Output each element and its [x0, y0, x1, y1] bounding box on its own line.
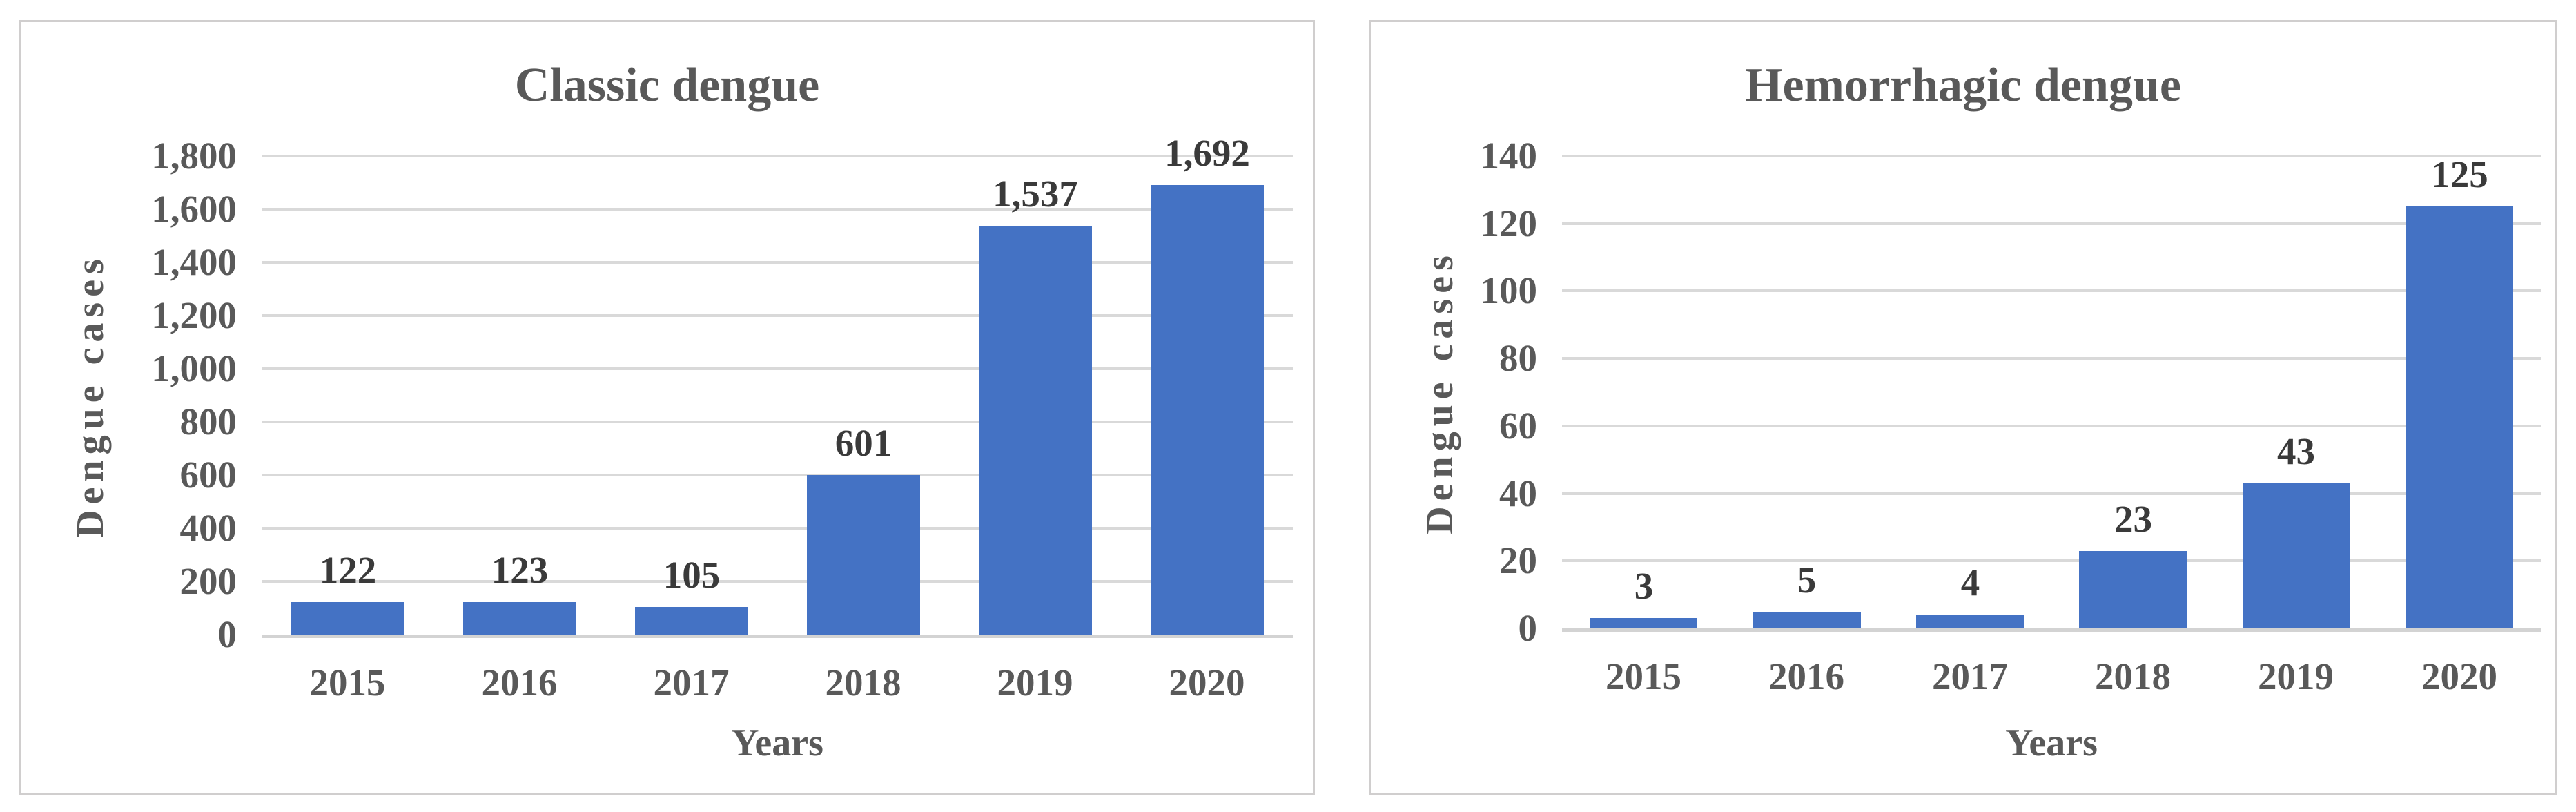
bar-2018: [2079, 551, 2187, 628]
x-tick-label: 2017: [653, 661, 730, 704]
x-tick-label: 2015: [1606, 655, 1681, 697]
bar-2020: [1151, 185, 1264, 635]
bar-2019: [979, 226, 1092, 635]
x-axis-line: [1562, 628, 2541, 632]
gridline: [1562, 155, 2541, 157]
x-tick-label: 2020: [1169, 661, 1245, 704]
x-axis-title: Years: [731, 722, 823, 764]
bar-value-label: 3: [1634, 565, 1654, 607]
chart-title: Classic dengue: [514, 59, 820, 112]
y-tick-label: 80: [1499, 337, 1537, 379]
x-tick-label: 2018: [825, 661, 901, 704]
x-tick-label: 2018: [2095, 655, 2171, 697]
x-tick-label: 2020: [2421, 655, 2497, 697]
bar-value-label: 5: [1797, 559, 1817, 601]
chart-title: Hemorrhagic dengue: [1745, 59, 2181, 112]
bar-value-label: 125: [2431, 153, 2488, 195]
x-tick-label: 2019: [2258, 655, 2334, 697]
gridline: [262, 420, 1293, 423]
y-tick-label: 1,400: [151, 241, 237, 283]
bar-2016: [463, 602, 576, 635]
y-tick-label: 1,000: [151, 347, 237, 389]
bar-2019: [2243, 483, 2350, 628]
y-tick-label: 40: [1499, 472, 1537, 514]
gridline: [262, 155, 1293, 157]
bar-2018: [807, 475, 920, 635]
x-tick-label: 2017: [1932, 655, 2008, 697]
gridline: [262, 314, 1293, 317]
x-tick-label: 2015: [309, 661, 386, 704]
classic-dengue-chart-panel: Classic dengue Dengue cases Years 0 200 40…: [19, 20, 1315, 795]
bar-value-label: 122: [319, 549, 377, 591]
y-tick-label: 20: [1499, 539, 1537, 581]
y-tick-label: 60: [1499, 405, 1537, 447]
x-axis-line: [262, 635, 1293, 638]
x-tick-label: 2016: [481, 661, 558, 704]
bar-2017: [1916, 615, 2024, 628]
x-tick-label: 2016: [1768, 655, 1844, 697]
plot-area: 0 200 400 600 800 1,000 1,200 1,400 1,600 1,800 12…: [21, 22, 1313, 793]
bar-value-label: 123: [491, 549, 549, 591]
gridline: [262, 580, 1293, 583]
gridline: [262, 367, 1293, 370]
bar-2016: [1753, 612, 1861, 628]
bar-2015: [291, 602, 404, 635]
bar-2017: [635, 607, 748, 635]
gridline: [262, 474, 1293, 476]
bar-value-label: 23: [2114, 498, 2152, 540]
bar-2015: [1590, 618, 1697, 628]
gridline: [1562, 492, 2541, 495]
gridline: [1562, 559, 2541, 562]
bar-value-label: 601: [835, 422, 892, 464]
bar-value-label: 1,692: [1164, 132, 1250, 174]
y-tick-label: 1,600: [151, 188, 237, 230]
gridline: [1562, 289, 2541, 292]
y-tick-label: 140: [1480, 135, 1538, 177]
y-tick-label: 120: [1480, 202, 1538, 244]
gridline: [262, 527, 1293, 530]
gridline: [262, 208, 1293, 211]
gridline: [1562, 425, 2541, 427]
gridline: [1562, 222, 2541, 225]
y-tick-label: 1,800: [151, 135, 237, 177]
bar-value-label: 4: [1960, 561, 1980, 603]
bar-2020: [2406, 206, 2513, 628]
y-tick-label: 400: [179, 507, 237, 549]
y-tick-label: 0: [217, 613, 237, 655]
bar-value-label: 105: [663, 554, 721, 596]
y-tick-label: 600: [179, 454, 237, 496]
plot-area: 0 20 40 60 80 100 120 140 3 2015 5 2016 4 2017 23 2018 4…: [1371, 22, 2555, 793]
bar-value-label: 43: [2277, 430, 2315, 472]
bar-value-label: 1,537: [993, 173, 1078, 215]
y-tick-label: 100: [1480, 269, 1538, 311]
gridline: [1562, 357, 2541, 360]
y-tick-label: 200: [179, 560, 237, 602]
x-axis-title: Years: [2005, 722, 2098, 764]
y-tick-label: 0: [1518, 607, 1538, 649]
y-tick-label: 1,200: [151, 294, 237, 336]
y-tick-label: 800: [179, 400, 237, 443]
x-tick-label: 2019: [997, 661, 1073, 704]
gridline: [262, 261, 1293, 264]
